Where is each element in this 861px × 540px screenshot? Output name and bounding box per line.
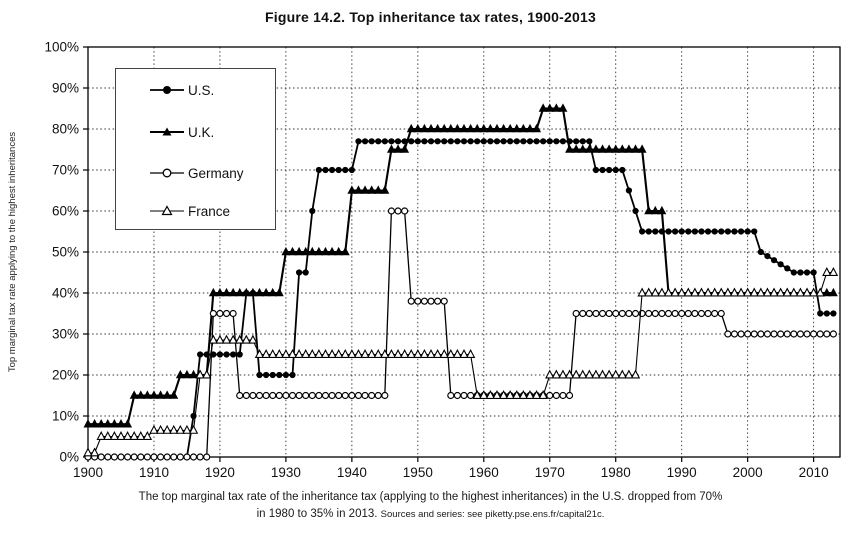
us-filled-circle-marker-icon <box>150 86 184 94</box>
legend-label-germany: Germany <box>188 165 244 181</box>
x-tick-label: 1920 <box>205 465 235 480</box>
x-tick-label: 1990 <box>667 465 697 480</box>
legend-item-germany: Germany <box>149 165 244 181</box>
y-tick-label: 30% <box>52 327 79 342</box>
x-tick-label: 1960 <box>469 465 499 480</box>
x-tick-label: 1930 <box>271 465 301 480</box>
x-tick-label: 2010 <box>799 465 829 480</box>
y-tick-label: 90% <box>52 81 79 96</box>
x-tick-label: 2000 <box>733 465 763 480</box>
x-tick-label: 1940 <box>337 465 367 480</box>
figure-caption: The top marginal tax rate of the inherit… <box>0 489 861 524</box>
legend-label-us: U.S. <box>188 82 215 98</box>
france-open-triangle-marker-icon <box>150 205 184 216</box>
chart-legend: U.S. U.K. Germany France <box>115 68 276 230</box>
series-us <box>84 138 837 461</box>
y-axis-title: Top marginal tax rate applying to the hi… <box>7 131 18 373</box>
y-tick-label: 60% <box>52 204 79 219</box>
x-tick-label: 1950 <box>403 465 433 480</box>
legend-label-france: France <box>188 203 231 219</box>
y-tick-label: 100% <box>44 40 79 55</box>
x-tick-label: 1900 <box>73 465 103 480</box>
y-tick-label: 20% <box>52 368 79 383</box>
caption-line2: in 1980 to 35% in 2013. <box>256 508 378 521</box>
y-tick-label: 50% <box>52 245 79 260</box>
caption-line1: The top marginal tax rate of the inherit… <box>138 491 723 503</box>
legend-item-uk: U.K. <box>149 124 215 140</box>
uk-filled-triangle-marker-icon <box>150 127 184 136</box>
y-tick-label: 40% <box>52 286 79 301</box>
caption-source: Sources and series: see piketty.pse.ens.… <box>380 509 605 521</box>
y-axis: 0% 10% 20% 30% 40% 50% 60% 70% 80% 90% 100% <box>44 40 88 465</box>
y-tick-label: 80% <box>52 122 79 137</box>
legend-item-france: France <box>149 203 231 219</box>
x-tick-label: 1910 <box>139 465 169 480</box>
legend-label-uk: U.K. <box>188 124 215 140</box>
series-france <box>83 267 839 457</box>
x-axis: 1900 1910 1920 1930 1940 1950 1960 1970 1980 1990… <box>73 457 829 480</box>
x-tick-label: 1970 <box>535 465 565 480</box>
legend-item-us: U.S. <box>149 82 215 98</box>
germany-open-circle-marker-icon <box>150 168 184 178</box>
y-tick-label: 0% <box>59 450 79 465</box>
y-tick-label: 70% <box>52 163 79 178</box>
x-tick-label: 1980 <box>601 465 631 480</box>
chart-title: Figure 14.2. Top inheritance tax rates, … <box>265 9 596 25</box>
y-tick-label: 10% <box>52 409 79 424</box>
